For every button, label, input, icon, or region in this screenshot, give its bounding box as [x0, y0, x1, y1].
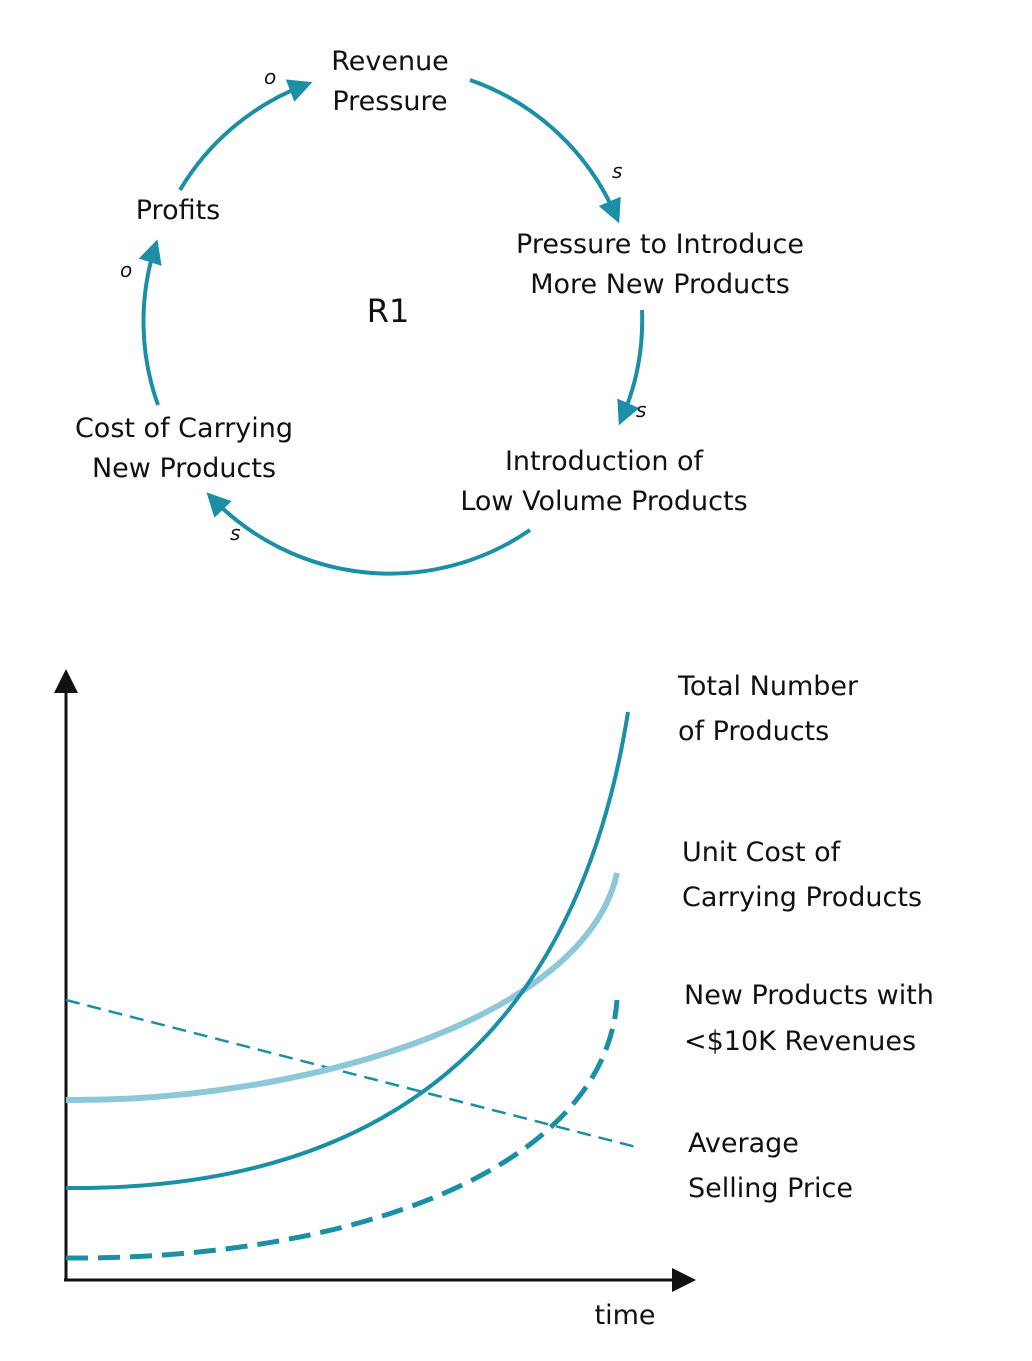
- curve-total-products: [65, 711, 630, 1191]
- text-line: Selling Price: [688, 1173, 853, 1204]
- x-axis-label: time: [594, 1300, 655, 1331]
- text-line: <$10K Revenues: [684, 1026, 916, 1057]
- text-line: Pressure: [332, 86, 447, 117]
- text-line: Unit Cost of: [682, 837, 842, 868]
- text-line: Total Number: [677, 671, 859, 702]
- polarity: s: [636, 398, 646, 422]
- link-arrow: [469, 78, 621, 224]
- text-line: Introduction of: [505, 446, 705, 477]
- polarity: o: [120, 258, 132, 282]
- text-line: New Products: [92, 453, 276, 484]
- node-label: Cost of Carrying New Products: [75, 413, 293, 484]
- polarity: s: [612, 159, 622, 183]
- link-arrow: [178, 79, 313, 192]
- curve-unit-cost: [65, 872, 620, 1104]
- text-line: Profits: [136, 195, 221, 226]
- text-line: of Products: [678, 716, 829, 747]
- link-arrow: [138, 239, 162, 406]
- curve-label: Total Number of Products: [677, 671, 859, 747]
- curve-label: Unit Cost of Carrying Products: [682, 837, 922, 913]
- curve-label: New Products with <$10K Revenues: [684, 980, 934, 1057]
- node-label: Profits: [136, 195, 221, 226]
- text-line: Pressure to Introduce: [516, 229, 804, 260]
- node-label: Pressure to Introduce More New Products: [516, 229, 804, 300]
- polarity: o: [264, 65, 276, 89]
- curve-label: Average Selling Price: [688, 1128, 853, 1204]
- text-line: Low Volume Products: [460, 486, 747, 517]
- text-line: Cost of Carrying: [75, 413, 293, 444]
- link-arrow: [617, 309, 645, 426]
- text-line: Average: [688, 1128, 799, 1159]
- curve-average-price: [65, 998, 641, 1150]
- text-line: Carrying Products: [682, 882, 922, 913]
- loop-label: R1: [367, 292, 410, 330]
- polarity: s: [230, 521, 240, 545]
- node-label: Revenue Pressure: [331, 46, 449, 117]
- curve-new-products: [65, 999, 620, 1261]
- text-line: Revenue: [331, 46, 449, 77]
- node-label: Introduction of Low Volume Products: [460, 446, 747, 517]
- link-arrow: [206, 492, 532, 576]
- text-line: More New Products: [530, 269, 790, 300]
- text-line: New Products with: [684, 980, 934, 1011]
